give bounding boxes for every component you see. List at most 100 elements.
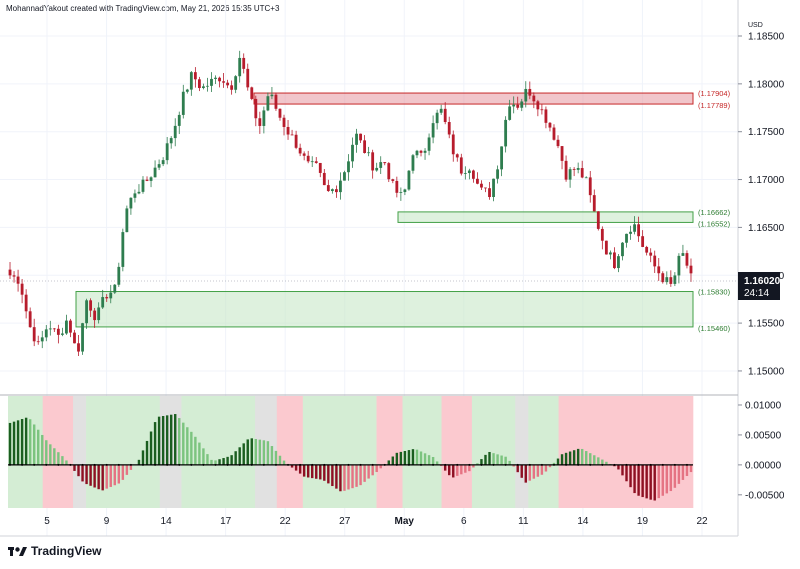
oscillator-histogram <box>8 414 693 501</box>
zero-line-marker <box>395 463 398 466</box>
candle-body <box>77 343 80 352</box>
candle-body <box>637 224 641 237</box>
oscillator-bar <box>395 452 399 465</box>
oscillator-bar <box>508 460 511 465</box>
candle-body <box>677 255 681 276</box>
candle-body <box>121 232 125 267</box>
oscillator-bar <box>210 459 213 465</box>
candle-body <box>226 82 230 86</box>
oscillator-bar <box>153 422 157 465</box>
candle-body <box>673 275 677 284</box>
candle-body <box>419 150 423 153</box>
oscillator-bar <box>218 459 221 465</box>
candle-body <box>592 195 596 212</box>
oscillator-bar <box>601 459 604 465</box>
candle-body <box>141 179 145 192</box>
oscillator-bar <box>8 422 12 465</box>
candle-body <box>85 300 88 324</box>
candle-body <box>278 108 282 118</box>
candle-body <box>157 164 161 168</box>
oscillator-bar <box>242 443 245 465</box>
oscillator-bar <box>633 464 636 494</box>
candle-body <box>310 161 314 163</box>
candle-body <box>145 179 149 181</box>
candle-body <box>238 57 242 77</box>
oscillator-bar <box>101 464 104 491</box>
oscillator-axis[interactable]: 0.01000 0.00500 0.00000 -0.00500 <box>738 400 785 501</box>
zero-line-marker <box>154 463 157 466</box>
oscillator-bar <box>351 464 354 489</box>
oscillator-bar <box>73 464 76 471</box>
zero-line-marker <box>649 463 652 466</box>
oscillator-bar <box>540 464 544 475</box>
candle-body <box>214 77 217 79</box>
oscillator-bar <box>492 453 495 465</box>
candle-body <box>48 328 52 330</box>
oscillator-bar <box>504 456 507 465</box>
oscillator-bar <box>214 460 217 465</box>
candle-body <box>351 144 354 162</box>
candle-body <box>161 160 165 165</box>
candle-body <box>657 266 661 274</box>
zero-line-marker <box>540 463 543 466</box>
zero-line-marker <box>383 463 386 466</box>
oscillator-bar <box>202 448 205 465</box>
zero-line-marker <box>117 463 120 466</box>
oscillator-bar <box>85 464 88 485</box>
time-tick-label: 9 <box>104 516 110 527</box>
oscillator-bar <box>129 464 133 470</box>
candle-body <box>633 224 636 232</box>
oscillator-bar <box>532 464 536 479</box>
oscillator-bar <box>403 450 407 465</box>
oscillator-bar <box>448 464 451 476</box>
oscillator-bar <box>685 464 689 476</box>
oscillator-bar <box>431 456 435 465</box>
candle-body <box>375 167 379 171</box>
oscillator-bar <box>238 447 241 465</box>
candle-body <box>339 180 342 193</box>
candle-body <box>395 180 399 193</box>
time-axis[interactable]: 5 9 14 17 22 27 May 6 11 14 19 22 <box>44 516 708 527</box>
candle-body <box>282 117 286 127</box>
candle-body <box>44 329 48 338</box>
zone-mid <box>397 211 694 223</box>
candle-body <box>318 162 322 173</box>
oscillator-bar <box>169 414 173 465</box>
candle-body <box>689 265 693 274</box>
candle-body <box>270 94 274 97</box>
oscillator-bar <box>476 463 479 465</box>
oscillator-bar <box>198 442 201 465</box>
oscillator-bar <box>536 464 540 477</box>
oscillator-bar <box>254 438 258 465</box>
oscillator-tick-label: 0.00000 <box>745 460 782 471</box>
oscillator-bar <box>12 421 16 465</box>
candle-body <box>32 327 36 342</box>
oscillator-bar <box>157 416 161 465</box>
oscillator-bar <box>174 414 177 465</box>
candle-body <box>621 242 624 257</box>
oscillator-bar <box>589 453 592 465</box>
zero-line-marker <box>33 463 36 466</box>
zone-top-label: (1.17904) <box>698 89 731 98</box>
oscillator-bar <box>45 440 48 465</box>
zero-line-marker <box>93 463 96 466</box>
oscillator-bar <box>222 458 225 465</box>
candle-body <box>254 98 258 119</box>
zero-line-marker <box>601 463 604 466</box>
candle-body <box>210 78 213 86</box>
oscillator-bar <box>262 440 266 465</box>
zero-line-marker <box>202 463 205 466</box>
oscillator-bar <box>456 464 459 476</box>
currency-label: USD <box>748 22 763 29</box>
zero-line-marker <box>565 463 568 466</box>
candle-body <box>480 183 483 188</box>
oscillator-bar <box>61 456 64 465</box>
candle-body <box>113 284 117 293</box>
price-axis[interactable]: 1.150001.155001.160001.165001.170001.175… <box>738 32 785 378</box>
price-tick-label: 1.15500 <box>748 319 785 330</box>
time-tick-label: May <box>395 516 415 527</box>
candle-body <box>125 208 129 233</box>
oscillator-bar <box>145 440 149 465</box>
current-price-tag: 1.16020 24:14 <box>738 272 781 300</box>
